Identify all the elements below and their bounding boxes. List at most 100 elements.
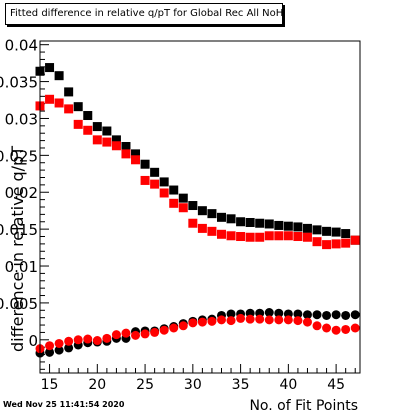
data-point-s2	[131, 155, 141, 165]
data-point-s2	[274, 231, 284, 241]
data-point-s1	[150, 167, 160, 177]
data-point-s1	[121, 142, 131, 152]
y-tick-label: 0.02	[5, 184, 38, 202]
data-point-s3	[264, 308, 274, 318]
x-tick-label: 40	[279, 377, 297, 393]
data-point-s4	[131, 330, 141, 340]
data-point-s4	[245, 314, 255, 324]
data-point-s3	[322, 310, 332, 320]
data-point-s4	[169, 323, 179, 333]
data-point-s4	[159, 325, 169, 335]
x-tick-label: 25	[136, 377, 154, 393]
data-point-s3	[274, 308, 284, 318]
data-point-s4	[64, 336, 74, 346]
data-point-s2	[331, 239, 341, 249]
data-point-s1	[64, 87, 74, 97]
data-point-s1	[92, 122, 102, 132]
data-point-s1	[197, 206, 207, 216]
data-point-s2	[216, 229, 226, 239]
data-point-s2	[83, 125, 93, 135]
data-point-s1	[245, 217, 255, 227]
data-point-s2	[150, 179, 160, 189]
data-point-s4	[45, 341, 55, 351]
data-point-s4	[178, 321, 188, 331]
x-tick-label: 30	[184, 377, 202, 393]
data-markers	[35, 63, 360, 358]
data-point-s1	[302, 223, 312, 233]
data-point-s3	[45, 347, 55, 357]
y-tick-label: 0.035	[0, 74, 38, 92]
data-point-s3	[226, 309, 236, 319]
data-point-s3	[54, 345, 64, 355]
data-point-s2	[302, 232, 312, 242]
x-tick-label: 45	[327, 377, 345, 393]
data-point-s4	[341, 324, 351, 334]
data-point-s4	[264, 315, 274, 325]
data-point-s1	[188, 201, 198, 211]
data-point-s1	[226, 214, 236, 224]
data-point-s1	[54, 71, 64, 81]
data-point-s4	[312, 321, 322, 331]
data-point-s2	[207, 226, 217, 236]
data-point-s4	[150, 327, 160, 337]
data-point-s4	[283, 315, 293, 325]
data-point-s4	[255, 314, 265, 324]
data-point-s2	[350, 235, 360, 245]
y-tick-label: 0.025	[0, 147, 38, 165]
data-point-s4	[236, 313, 246, 323]
data-point-s4	[83, 334, 93, 344]
data-point-s3	[302, 310, 312, 320]
data-point-s3	[64, 343, 74, 353]
y-tick-label: 0.015	[0, 221, 38, 239]
data-point-s2	[226, 231, 236, 241]
data-point-s2	[178, 203, 188, 213]
data-point-s2	[121, 149, 131, 159]
y-axis-label: difference in relative q/pT	[8, 146, 27, 352]
y-tick-label: 0.01	[5, 258, 38, 276]
data-point-s1	[207, 209, 217, 219]
data-point-s4	[102, 333, 112, 343]
data-point-s4	[92, 336, 102, 346]
tick-labels: 15 20 25 30 35 40 45 0 0.005 0.01 0.015 0.02 0.025 0.…	[0, 37, 345, 393]
data-point-s1	[73, 102, 83, 112]
data-point-s1	[312, 225, 322, 235]
data-point-s1	[45, 63, 55, 73]
data-point-s1	[274, 220, 284, 230]
data-point-s2	[73, 119, 83, 129]
data-point-s1	[331, 227, 341, 237]
data-point-s2	[159, 188, 169, 198]
data-point-s1	[83, 111, 93, 121]
data-point-s1	[159, 177, 169, 187]
data-point-s4	[302, 317, 312, 327]
data-point-s1	[293, 222, 303, 232]
data-point-s2	[197, 223, 207, 233]
data-point-s4	[293, 316, 303, 326]
chart-title-box: Fitted difference in relative q/pT for G…	[5, 3, 283, 25]
data-point-s2	[264, 231, 274, 241]
data-point-s2	[102, 137, 112, 147]
data-point-s1	[111, 135, 121, 145]
chart-title: Fitted difference in relative q/pT for G…	[10, 8, 283, 19]
y-tick-label: 0.005	[0, 295, 38, 313]
data-point-s2	[283, 231, 293, 241]
data-point-s2	[341, 238, 351, 248]
data-point-s4	[73, 335, 83, 345]
data-point-s2	[188, 218, 198, 228]
data-point-s4	[140, 329, 150, 339]
data-point-s4	[274, 315, 284, 325]
data-point-s4	[226, 316, 236, 326]
data-point-s2	[111, 141, 121, 151]
data-point-s2	[45, 94, 55, 104]
data-point-s3	[341, 310, 351, 320]
data-point-s2	[140, 175, 150, 185]
x-tick-label: 15	[41, 377, 59, 393]
data-point-s1	[283, 221, 293, 231]
timestamp: Wed Nov 25 11:41:54 2020	[3, 400, 125, 409]
y-tick-label: 0.03	[5, 110, 38, 128]
data-point-s1	[169, 185, 179, 195]
x-tick-label: 20	[88, 377, 106, 393]
data-point-s3	[350, 310, 360, 320]
data-point-s2	[293, 232, 303, 242]
y-tick-label: 0.04	[5, 37, 38, 55]
